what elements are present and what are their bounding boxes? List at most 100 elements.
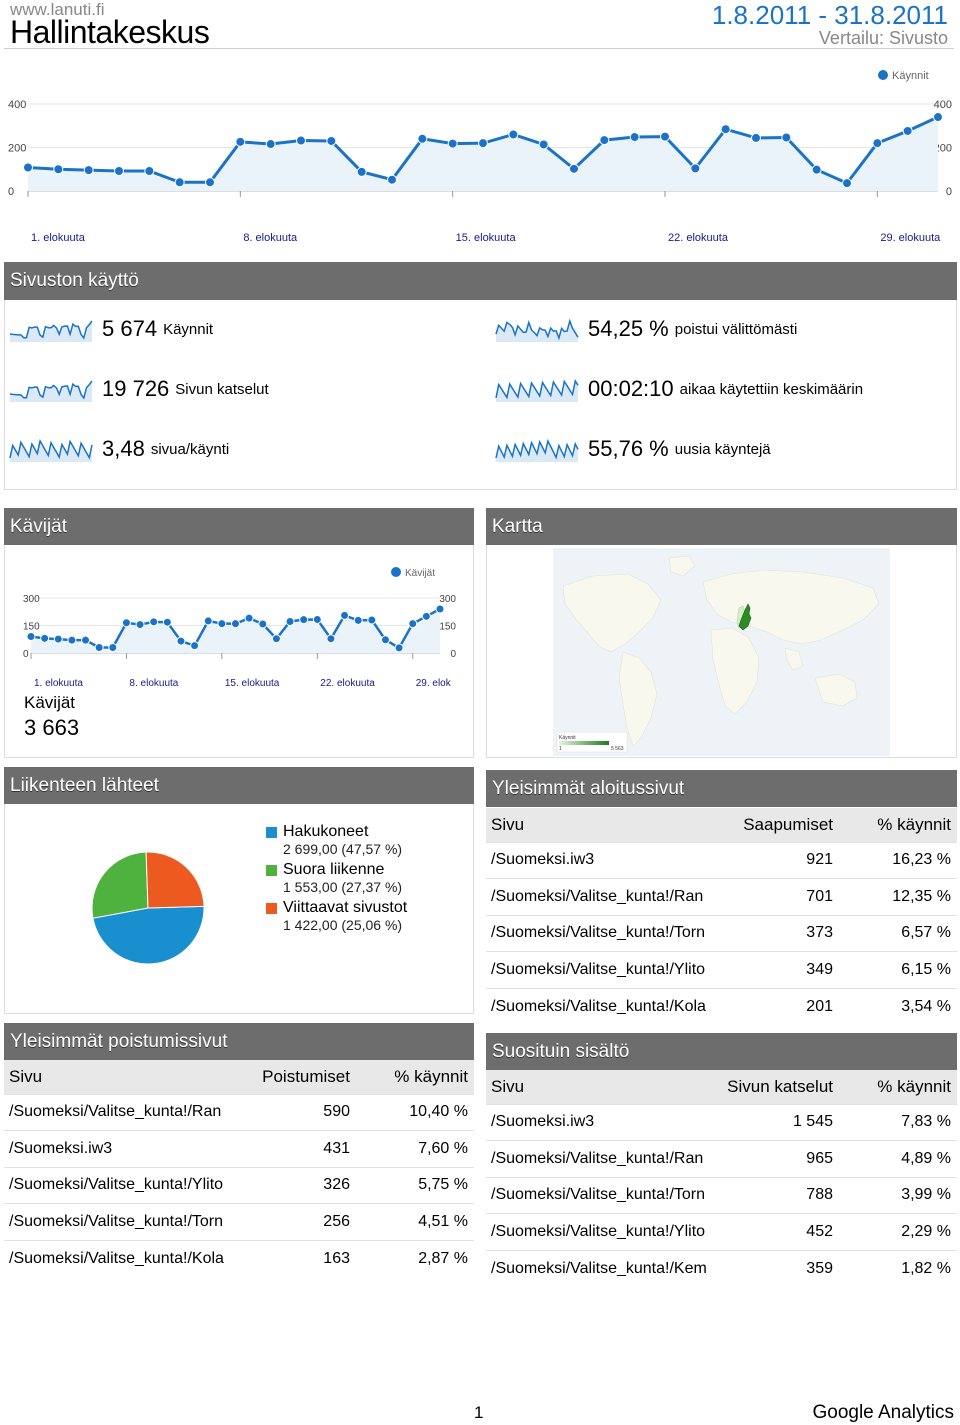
data-point: [40, 633, 50, 643]
cell-page: /Suomeksi/Valitse_kunta!/Ylito: [486, 1213, 709, 1250]
column-header-percent: % käynnit: [356, 1060, 474, 1094]
data-point: [690, 163, 701, 174]
data-point: [244, 613, 254, 623]
visits-line-chart: 400 400 200 200 0 0 1. elokuuta 8. elokuuta 15. …: [8, 70, 952, 244]
x-tick-label: 8. elokuuta: [243, 232, 298, 244]
data-point: [629, 132, 640, 143]
data-point: [94, 643, 104, 652]
sparkline-area: [10, 381, 92, 402]
metric-label: Sivun katselut: [175, 380, 269, 398]
cell-count: 326: [236, 1166, 356, 1204]
cell-percent: 2,87 %: [356, 1239, 474, 1277]
cell-page: /Suomeksi/Valitse_kunta!/Ran: [4, 1093, 236, 1131]
y-tick-label-right: 0: [946, 186, 952, 198]
visitors-header: Kävijät: [4, 508, 474, 545]
table-row: /Suomeksi.iw3 921 16,23 %: [486, 841, 957, 879]
column-header-percent: % käynnit: [839, 808, 957, 842]
data-point: [781, 132, 792, 143]
cell-page: /Suomeksi/Valitse_kunta!/Torn: [486, 914, 709, 952]
table-row: /Suomeksi/Valitse_kunta!/Torn 788 3,99 %: [486, 1176, 957, 1214]
cell-percent: 7,83 %: [839, 1103, 957, 1141]
column-header-page: Sivu: [486, 1070, 709, 1104]
sparkline-area: [10, 321, 92, 342]
landing-pages-header: Yleisimmät aloitussivut: [486, 770, 957, 807]
data-point: [408, 619, 418, 629]
cell-count: 359: [709, 1249, 839, 1287]
date-range: 1.8.2011 - 31.8.2011: [711, 0, 948, 30]
column-header-entrances: Saapumiset: [709, 808, 839, 842]
sparkline-new-visits: [495, 438, 579, 462]
metric-value: 19 726: [102, 376, 170, 401]
data-point: [353, 615, 363, 625]
traffic-pie-chart: [91, 851, 205, 965]
data-point: [356, 166, 367, 177]
data-point: [872, 138, 883, 149]
legend-label: Hakukoneet: [283, 823, 369, 840]
x-tick-label: 1. elokuuta: [31, 232, 86, 244]
cell-percent: 2,29 %: [839, 1213, 957, 1250]
data-point: [26, 632, 36, 641]
data-point: [435, 604, 445, 614]
cell-page: /Suomeksi/Valitse_kunta!/Kola: [486, 987, 709, 1025]
y-tick-label-left: 150: [23, 622, 40, 633]
sparkline-line: [9, 380, 93, 400]
cell-page: /Suomeksi/Valitse_kunta!/Ran: [486, 1140, 709, 1177]
metric-value: 3,48: [102, 436, 145, 461]
world-map: Käynnit 1 5 563: [553, 548, 890, 756]
traffic-sources-title: Liikenteen lähteet: [10, 774, 159, 796]
cell-count: 431: [236, 1130, 356, 1167]
sparkline-visits: [9, 320, 93, 342]
legend-detail: 1 553,00 (27,37 %): [283, 879, 403, 895]
page-title: Hallintakeskus: [10, 14, 210, 50]
table-row: /Suomeksi/Valitse_kunta!/Ylito 326 5,75 %: [4, 1166, 474, 1204]
data-point: [340, 610, 350, 620]
cell-percent: 16,23 %: [839, 841, 957, 879]
y-tick-label-right: 300: [439, 594, 456, 605]
cell-page: /Suomeksi/Valitse_kunta!/Kem: [486, 1249, 709, 1287]
site-url: www.lanuti.fi: [10, 0, 105, 19]
metric-value: 5 674: [102, 316, 158, 341]
series-area: [31, 609, 440, 653]
cell-percent: 4,51 %: [356, 1203, 474, 1240]
legend-detail: 1 422,00 (25,06 %): [283, 917, 403, 933]
x-tick-label: 22. elokuuta: [320, 678, 375, 689]
metric-bounce: 54,25 % poistui välittömästi: [494, 316, 797, 342]
data-point: [421, 611, 431, 621]
x-tick-label: 22. elokuuta: [668, 232, 729, 244]
y-tick-label-left: 300: [23, 594, 40, 605]
cell-page: /Suomeksi/Valitse_kunta!/Ran: [486, 878, 709, 915]
y-tick-label-right: 0: [450, 649, 456, 660]
data-point: [599, 135, 610, 146]
cell-percent: 3,99 %: [839, 1176, 957, 1214]
top-content-title: Suosituin sisältö: [492, 1040, 630, 1062]
legend-item-direct: Suora liikenne: [266, 861, 384, 879]
exit-pages-header: Yleisimmät poistumissivut: [4, 1023, 474, 1060]
table-row: /Suomeksi/Valitse_kunta!/Kola 163 2,87 %: [4, 1239, 474, 1277]
table-row: /Suomeksi/Valitse_kunta!/Torn 373 6,57 %: [486, 914, 957, 952]
data-point: [387, 174, 397, 185]
data-point: [144, 165, 155, 176]
data-point: [176, 636, 186, 646]
x-tick-label: 1. elokuuta: [34, 678, 83, 689]
comparison-label: Vertailu: Sivusto: [818, 28, 948, 48]
site-usage-header: Sivuston käyttö: [4, 262, 957, 300]
sparkline-line: [495, 379, 579, 400]
pie-slice: [145, 851, 205, 909]
metric-new-visits: 55,76 % uusia käyntejä: [494, 436, 771, 462]
table-row: /Suomeksi/Valitse_kunta!/Kola 201 3,54 %: [486, 987, 957, 1025]
x-tick-label: 15. elokuuta: [225, 678, 280, 689]
legend-detail: 2 699,00 (47,57 %): [283, 841, 403, 857]
data-point: [380, 635, 390, 645]
table-header-row: Sivu Poistumiset % käynnit: [4, 1060, 474, 1094]
data-point: [271, 634, 281, 644]
cell-count: 256: [236, 1203, 356, 1240]
data-point: [660, 131, 670, 142]
metric-pages-per-visit: 3,48 sivua/käynti: [8, 436, 229, 462]
cell-percent: 6,57 %: [839, 914, 957, 952]
table-row: /Suomeksi/Valitse_kunta!/Ran 965 4,89 %: [486, 1140, 957, 1177]
sparkline-area: [496, 381, 578, 402]
sparkline-line: [495, 318, 579, 341]
metric-label: uusia käyntejä: [674, 440, 771, 458]
cell-percent: 7,60 %: [356, 1130, 474, 1167]
x-tick-label: 8. elokuuta: [129, 678, 178, 689]
